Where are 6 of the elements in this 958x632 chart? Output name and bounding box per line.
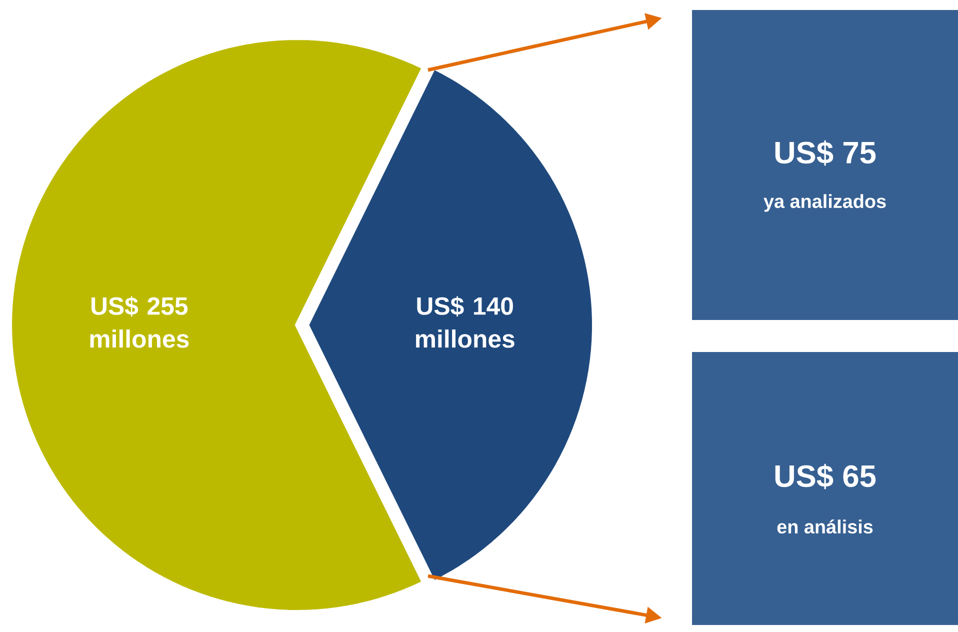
data-label: US$ 255 millones xyxy=(90,296,189,348)
data-label: US$ 140 millones xyxy=(416,296,514,348)
data-label: US$ 65 xyxy=(775,464,876,490)
category-label: en análisis xyxy=(777,519,873,534)
data-label: US$ 75 xyxy=(775,140,876,166)
category-label: ya analizados xyxy=(764,194,886,212)
